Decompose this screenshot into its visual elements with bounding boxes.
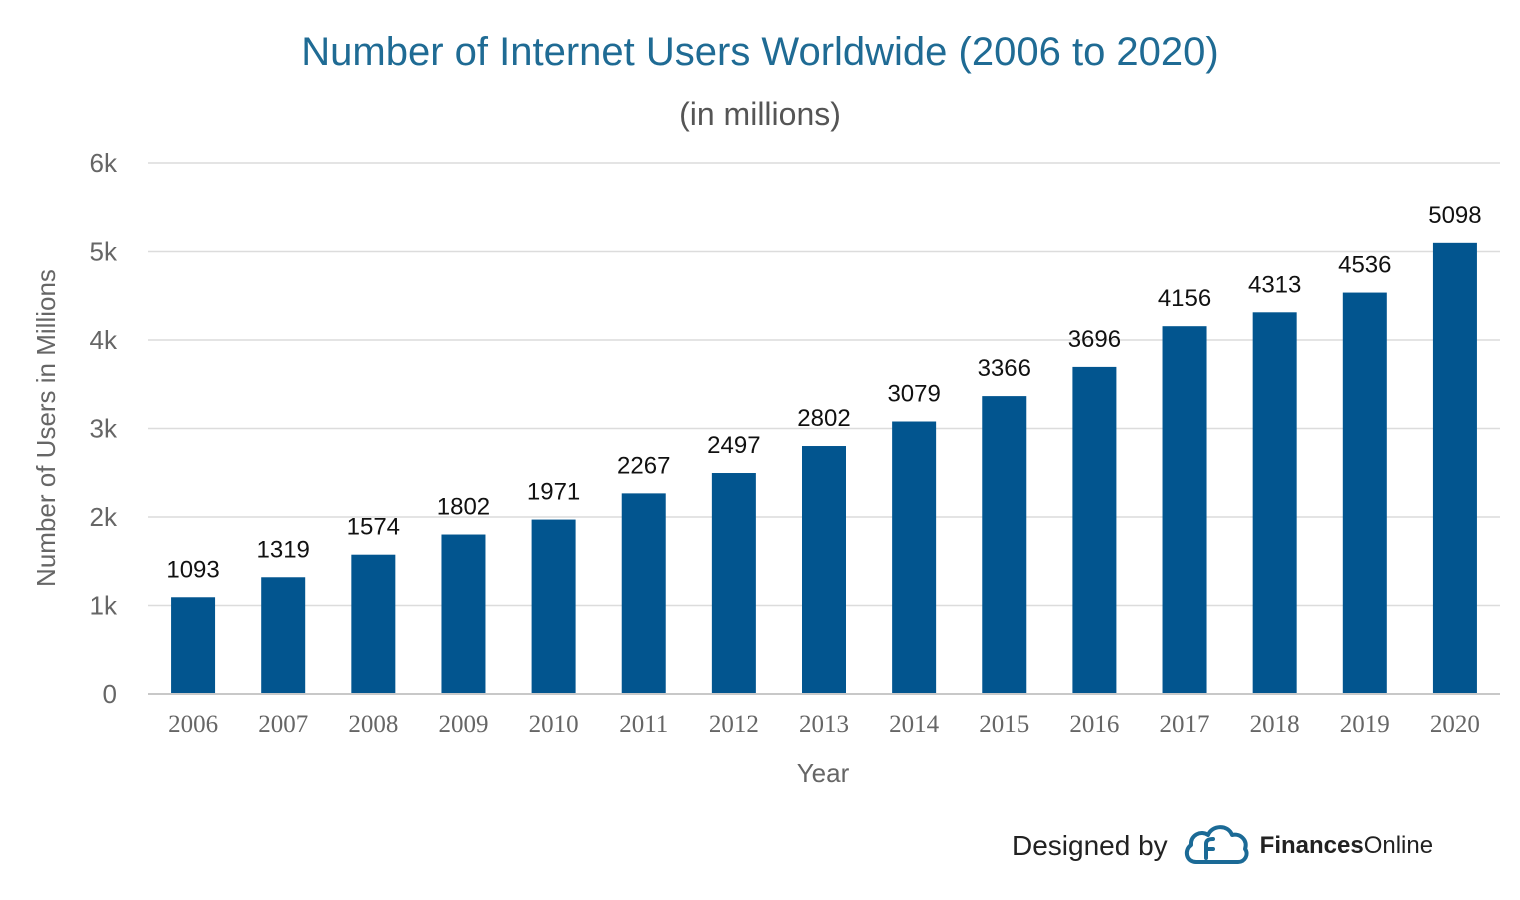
x-axis-ticks: 2006 2007 2008 2009 2010 2011 2012 2013 2014 2015… (168, 711, 1480, 738)
bar-value-label: 1319 (257, 536, 310, 563)
x-tick-label: 2017 (1160, 711, 1210, 738)
bar-value-label: 2497 (707, 432, 760, 459)
bar-value-label: 3696 (1068, 326, 1121, 353)
y-tick-label: 1k (90, 591, 118, 621)
cloud-logo-icon (1182, 822, 1252, 871)
bar (1162, 326, 1207, 694)
x-tick-label: 2006 (168, 711, 218, 738)
footer-credit: Designed by Finances Online (1012, 822, 1433, 870)
bar (1072, 366, 1117, 694)
x-tick-label: 2008 (348, 711, 398, 738)
bar (621, 493, 666, 694)
bar-value-label: 4156 (1158, 285, 1211, 312)
bar-value-label: 4536 (1338, 252, 1391, 279)
bar-value-label: 3366 (978, 355, 1031, 382)
x-tick-label: 2012 (709, 711, 759, 738)
bar (441, 534, 486, 694)
y-tick-label: 3k (90, 414, 118, 444)
bar-value-label: 2802 (797, 405, 850, 432)
bar (1252, 312, 1297, 694)
y-tick-label: 6k (90, 148, 118, 178)
chart-title: Number of Internet Users Worldwide (2006… (301, 30, 1219, 74)
bar-value-label: 1093 (166, 556, 219, 583)
bar (531, 519, 576, 694)
x-tick-label: 2015 (979, 711, 1029, 738)
chart-subtitle: (in millions) (679, 96, 841, 132)
x-tick-label: 2007 (258, 711, 308, 738)
bar (1432, 242, 1477, 694)
bar-value-label: 4313 (1248, 271, 1301, 298)
y-axis-title: Number of Users in Millions (31, 269, 61, 587)
bar-value-label: 2267 (617, 452, 670, 479)
bar-value-label: 1574 (347, 514, 400, 541)
brand-name-regular: Online (1363, 832, 1434, 859)
x-tick-label: 2009 (438, 711, 488, 738)
x-tick-label: 2020 (1430, 711, 1480, 738)
y-tick-label: 5k (90, 237, 118, 267)
x-tick-label: 2018 (1250, 711, 1300, 738)
x-tick-label: 2019 (1340, 711, 1390, 738)
bar (261, 577, 306, 694)
x-tick-label: 2016 (1069, 711, 1119, 738)
y-tick-label: 2k (90, 502, 118, 532)
bar (351, 554, 396, 694)
bar (171, 597, 216, 694)
bar (711, 473, 756, 694)
data-labels: 1093 1319 1574 1802 1971 2267 2497 2802 3079 3366… (166, 202, 1481, 583)
bar-value-label: 3079 (887, 381, 940, 408)
x-tick-label: 2011 (619, 711, 668, 738)
x-tick-label: 2013 (799, 711, 849, 738)
brand-name-bold: Finances (1259, 832, 1364, 859)
bar-value-label: 1802 (437, 494, 490, 521)
y-tick-label: 4k (90, 325, 118, 355)
bar (1342, 292, 1387, 694)
bar-value-label: 5098 (1428, 202, 1481, 229)
bar (982, 396, 1027, 694)
bars (171, 242, 1477, 694)
bar (892, 421, 937, 694)
x-axis-title: Year (797, 758, 850, 788)
x-tick-label: 2010 (529, 711, 579, 738)
bar (802, 446, 846, 694)
bar-value-label: 1971 (527, 479, 580, 506)
designed-by-text: Designed by (1012, 830, 1168, 861)
y-tick-label: 0 (103, 679, 117, 709)
y-axis-ticks: 0 1k 2k 3k 4k 5k 6k (90, 148, 118, 709)
x-tick-label: 2014 (889, 711, 940, 738)
